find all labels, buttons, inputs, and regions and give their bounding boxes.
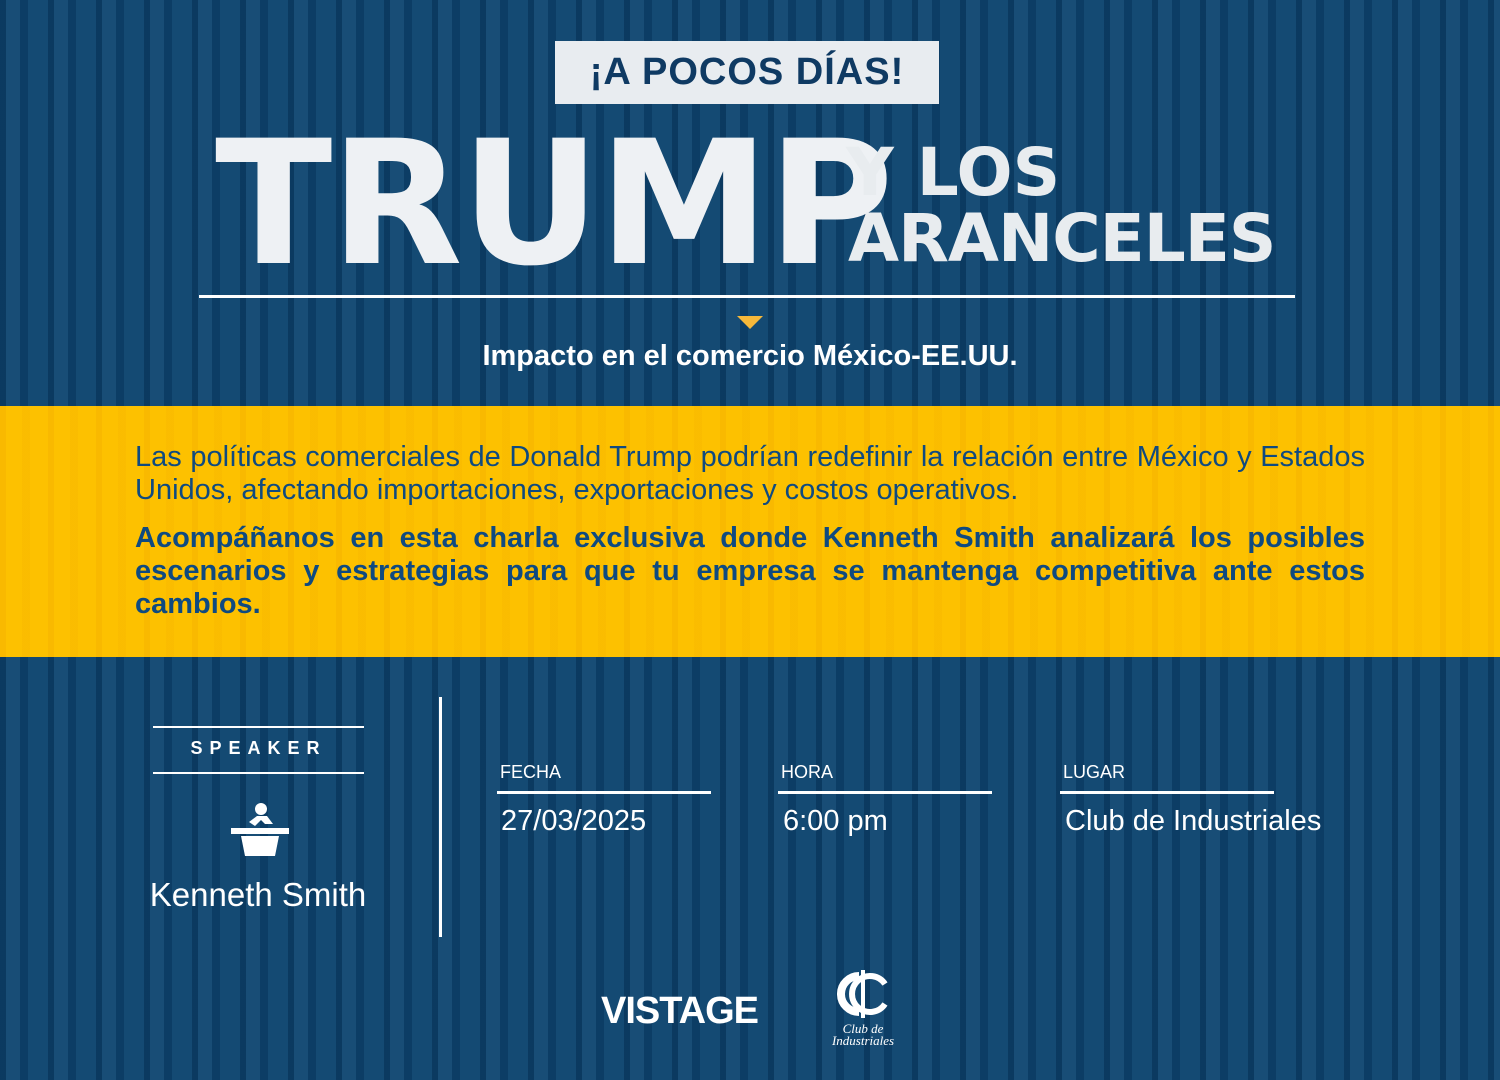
title-line1: Y LOS [846,134,1061,211]
countdown-badge: ¡A POCOS DÍAS! [555,41,939,104]
speaker-name: Kenneth Smith [149,876,367,913]
title-main: TRUMP [215,103,894,304]
time-label: HORA [781,762,834,782]
title-line2: ARANCELES [848,200,1276,277]
place-value: Club de Industriales [1065,805,1322,837]
speaker-rule-bottom [153,772,364,774]
club-name-line2: Industriales [831,1033,895,1048]
vertical-divider [439,697,442,937]
triangle-down-icon [737,316,763,329]
divider [199,295,1295,298]
club-de-industriales-logo: Club de Industriales [820,970,906,1052]
podium-icon [231,803,289,856]
speaker-rule-top [153,726,364,728]
description-paragraph-1: Las políticas comerciales de Donald Trum… [135,441,1365,506]
place-label: LUGAR [1063,762,1126,782]
vistage-logo: VISTAGE [601,990,759,1032]
description-band [0,406,1500,657]
date-value: 27/03/2025 [501,805,647,837]
club-name-line1: Club de [842,1021,884,1036]
subtitle: Impacto en el comercio México-EE.UU. [482,340,1018,372]
club-monogram-icon [837,970,888,1018]
time-value: 6:00 pm [783,805,888,837]
date-rule [497,791,711,794]
description-paragraph-2: Acompáñanos en esta charla exclusiva don… [135,522,1365,620]
speaker-label: SPEAKER [190,738,327,758]
place-rule [1060,791,1274,794]
date-label: FECHA [500,762,562,782]
time-rule [778,791,992,794]
